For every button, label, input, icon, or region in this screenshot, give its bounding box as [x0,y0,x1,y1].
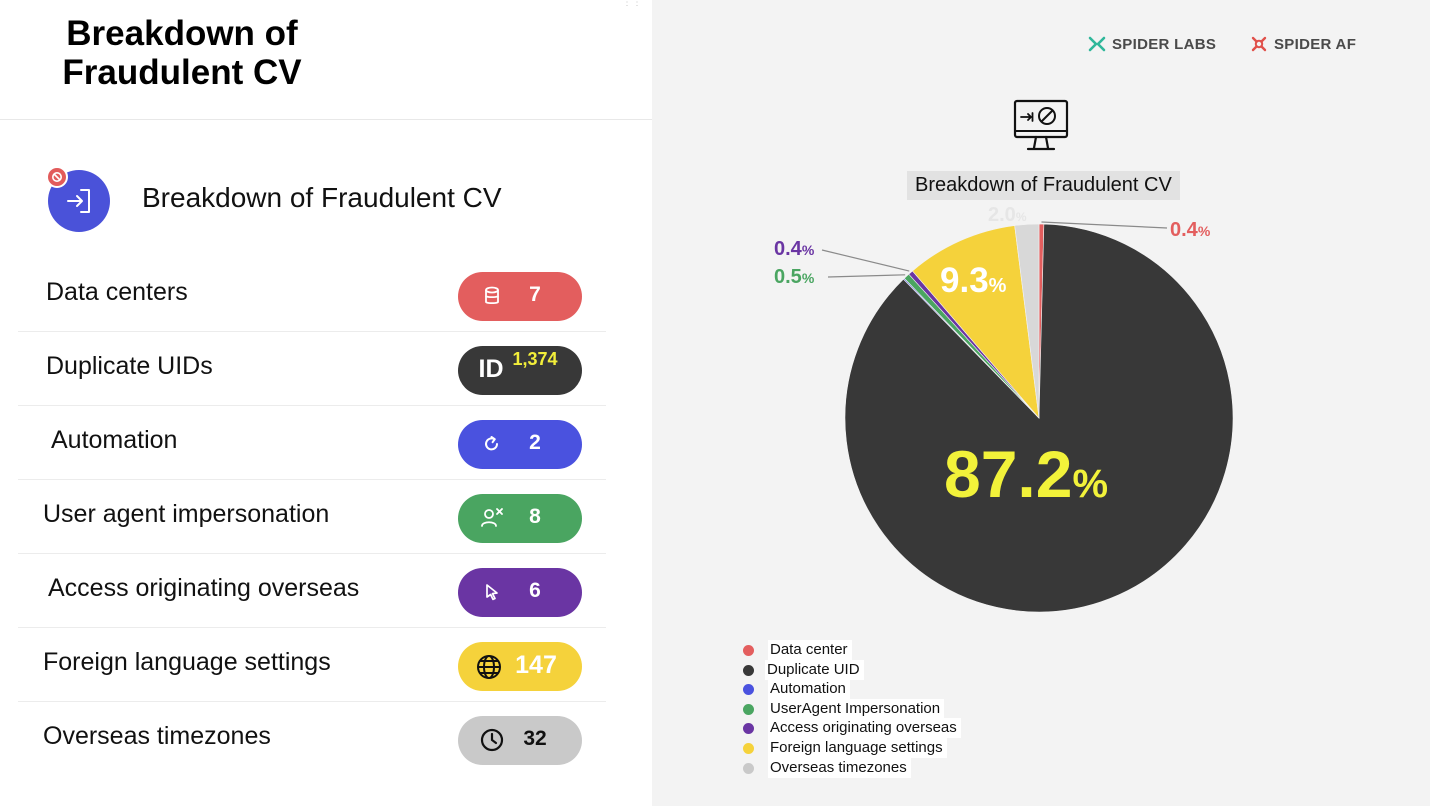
data-label: 9.3% [940,261,1007,300]
metric-pill[interactable]: 147 [458,642,582,691]
legend-swatch [743,664,754,676]
data-label: 0.5% [774,266,815,288]
metric-value: 7 [529,283,541,306]
pie-slice-foreign-language-settings[interactable] [912,225,1040,419]
pie-chart: 87.2% 9.3% 2.0% 0.4% 0.4% 0.5% [774,204,1234,613]
block-badge-icon [46,166,68,188]
spider-labs-label: SPIDER LABS [1112,35,1217,53]
legend-label: Overseas timezones [768,757,911,778]
leader-line [827,274,906,278]
metric-row-foreign-language: Foreign language settings 147 [18,628,606,702]
metric-label: User agent impersonation [43,500,330,528]
leader-line [821,249,910,272]
metric-value: 6 [529,579,541,602]
chart-title: Breakdown of Fraudulent CV [907,171,1180,200]
page-title: Breakdown of Fraudulent CV [62,14,302,93]
database-icon [480,284,504,308]
spider-af-label: SPIDER AF [1274,35,1357,53]
legend-swatch [743,645,754,656]
leader-line [1041,221,1168,229]
metric-row-data-centers: Data centers 7 [18,258,606,332]
section-title: Breakdown of Fraudulent CV [142,182,502,213]
clock-icon [480,728,504,752]
id-icon: ID [478,355,504,383]
metric-value: 32 [523,727,547,750]
metric-row-overseas-timezones: Overseas timezones 32 [18,702,606,776]
metric-pill[interactable]: 8 [458,494,582,543]
legend-label: Automation [768,679,850,700]
spider-labs-logo[interactable]: SPIDER LABS [1088,34,1216,54]
legend-label: UserAgent Impersonation [768,698,945,719]
metric-value: 1,374 [512,349,558,369]
globe-icon [474,652,504,682]
metric-value: 147 [515,651,557,679]
metric-label: Automation [51,426,178,454]
metric-label: Data centers [46,278,188,306]
data-label: 0.4% [1170,219,1211,241]
cursor-icon [480,580,504,604]
data-label: 2.0% [988,204,1027,226]
user-x-icon [480,506,504,530]
monitor-block-icon [1012,98,1070,157]
legend-swatch [743,742,754,754]
legend-swatch [743,684,754,696]
section-header: Breakdown of Fraudulent CV [46,166,606,236]
fraud-metric-list: Data centers 7 Duplicate UIDs ID 1,374 [18,258,606,776]
metric-pill[interactable]: 2 [458,420,582,469]
legend-swatch [743,723,754,735]
breakdown-panel: Breakdown of Fraudulent CV ⋮⋮ Breakdown … [0,0,652,806]
metric-row-automation: Automation 2 [18,406,606,480]
spider-labs-icon [1088,36,1106,52]
metric-pill[interactable]: 6 [458,568,582,617]
legend-label: Duplicate UID [765,659,864,680]
legend-label: Access originating overseas [768,718,961,739]
metric-value: 8 [529,505,541,528]
data-label: 0.4% [774,238,815,260]
spider-af-logo[interactable]: SPIDER AF [1250,34,1356,54]
metric-pill[interactable]: ID 1,374 [458,346,582,395]
metric-row-user-agent-impersonation: User agent impersonation 8 [18,480,606,554]
metric-pill[interactable]: 7 [458,272,582,321]
legend-swatch [743,703,754,715]
legend-label: Foreign language settings [768,737,947,758]
metric-label: Duplicate UIDs [46,352,213,380]
drag-handle-icon[interactable]: ⋮⋮ [622,0,642,8]
refresh-icon [480,432,504,456]
title-block: Breakdown of Fraudulent CV ⋮⋮ [0,0,652,120]
metric-label: Foreign language settings [43,648,331,676]
metric-value: 2 [529,431,541,454]
metric-label: Access originating overseas [48,574,360,602]
legend-label: Data center [768,640,852,660]
chart-panel: SPIDER LABS SPIDER AF Breakdown of Fraud… [652,0,1430,806]
metric-label: Overseas timezones [43,722,271,750]
metric-row-duplicate-uids: Duplicate UIDs ID 1,374 [18,332,606,406]
legend-swatch [743,762,754,774]
pie-slice-overseas-timezones[interactable] [1014,223,1040,419]
spider-af-icon [1251,36,1267,52]
data-label: 87.2% [944,437,1108,511]
metric-pill[interactable]: 32 [458,716,582,765]
metric-row-access-overseas: Access originating overseas 6 [18,554,606,628]
